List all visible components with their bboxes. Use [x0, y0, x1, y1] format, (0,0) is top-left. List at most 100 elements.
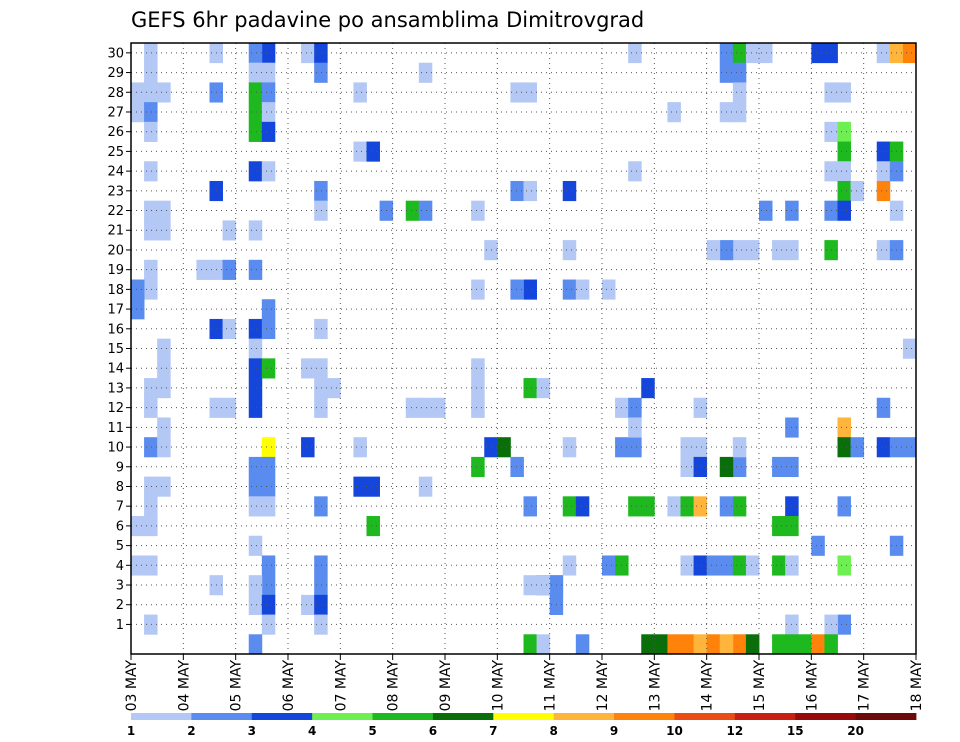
precip-cell [510, 82, 524, 103]
precip-cell [418, 62, 433, 83]
precip-cell [876, 397, 891, 418]
legend-label: 1 [127, 724, 135, 738]
precip-cell [144, 496, 158, 517]
precip-cell [876, 161, 891, 182]
precip-cell [772, 240, 786, 261]
precip-cell [575, 496, 590, 517]
precip-cell [732, 102, 747, 123]
precip-cell [418, 476, 433, 497]
y-tick-label: 4 [116, 559, 124, 574]
legend-swatch [372, 713, 434, 720]
precip-cell [248, 43, 263, 64]
precip-cell [772, 634, 786, 655]
precip-cell [471, 279, 485, 300]
precip-cell [562, 496, 577, 517]
y-tick-label: 15 [107, 342, 124, 357]
precip-cell [196, 259, 210, 280]
legend-swatch [795, 713, 857, 720]
legend-swatch [553, 713, 615, 720]
precip-cell [510, 279, 524, 300]
precip-cell [732, 62, 747, 83]
precip-cell [131, 299, 145, 320]
precip-cell [261, 62, 276, 83]
precip-cell [366, 141, 380, 162]
precip-cell [144, 516, 158, 537]
y-tick-label: 18 [107, 283, 124, 298]
precip-cell [248, 634, 263, 655]
precip-cell [353, 437, 367, 458]
precip-cell [759, 43, 773, 64]
y-tick-label: 25 [107, 145, 124, 160]
precip-cell [261, 575, 276, 596]
x-tick-label: 18 MAY [909, 660, 925, 712]
y-tick-label: 12 [107, 401, 124, 416]
precip-cell [811, 43, 825, 64]
precip-cell [301, 594, 315, 615]
precip-cell [157, 476, 171, 497]
precip-cell [471, 397, 485, 418]
precip-cell [732, 456, 747, 478]
y-tick-label: 8 [116, 480, 124, 495]
precip-cell [772, 555, 786, 576]
color-legend: 1 2 3 4 5 6 7 8 9 10 12 15 20 [127, 713, 917, 738]
precip-cell [248, 358, 263, 379]
precip-cell [144, 476, 158, 497]
precip-cell [824, 634, 838, 655]
precip-cell [837, 200, 851, 221]
precip-cell [641, 634, 655, 655]
precip-cell [510, 180, 524, 202]
precip-cell [798, 634, 812, 655]
y-tick-label: 23 [107, 184, 124, 199]
precip-cell [837, 180, 851, 202]
precip-cell [471, 378, 485, 399]
precip-cell [837, 161, 851, 182]
precip-cell [366, 476, 380, 497]
precip-cell [876, 43, 891, 64]
precip-cell [497, 437, 511, 458]
precip-cell [837, 417, 851, 438]
y-tick-label: 6 [116, 519, 124, 534]
legend-label: 10 [666, 724, 683, 738]
precip-cell [353, 476, 367, 497]
precip-cell [471, 358, 485, 379]
x-tick-label: 12 MAY [595, 660, 611, 712]
precip-cell [131, 279, 145, 300]
legend-label: 8 [550, 724, 558, 738]
y-tick-label: 28 [107, 86, 124, 101]
precip-cell [157, 417, 171, 438]
y-tick-label: 1 [116, 618, 124, 633]
precip-cell [418, 200, 433, 221]
x-tick-label: 17 MAY [857, 660, 873, 712]
precip-cell [536, 634, 551, 655]
precip-cell [876, 437, 891, 458]
precip-cell [745, 43, 760, 64]
precip-cell [353, 141, 367, 162]
legend-label: 20 [847, 724, 864, 738]
precip-cell [157, 200, 171, 221]
precip-cell [745, 555, 760, 576]
precip-cell [523, 634, 537, 655]
precip-cell [157, 220, 171, 241]
precip-cell [314, 575, 328, 596]
precip-cell [745, 634, 760, 655]
precip-cell [837, 555, 851, 576]
y-tick-label: 14 [107, 362, 124, 377]
precip-cell [405, 397, 420, 418]
precip-cell [680, 437, 694, 458]
precip-cell [222, 397, 237, 418]
precip-cell [837, 496, 851, 517]
precip-cell [706, 555, 721, 576]
precip-cell [144, 378, 158, 399]
y-tick-label: 20 [107, 243, 124, 258]
heatmap-cells [131, 43, 917, 655]
precip-cell [301, 43, 315, 64]
precip-cell [301, 358, 315, 379]
precip-cell [144, 614, 158, 635]
precip-cell [628, 437, 642, 458]
precip-cell [248, 259, 263, 280]
precip-cell [693, 437, 708, 458]
precip-cell [314, 594, 328, 615]
y-tick-label: 30 [107, 46, 124, 61]
x-tick-label: 06 MAY [281, 660, 297, 712]
legend-label: 7 [489, 724, 497, 738]
